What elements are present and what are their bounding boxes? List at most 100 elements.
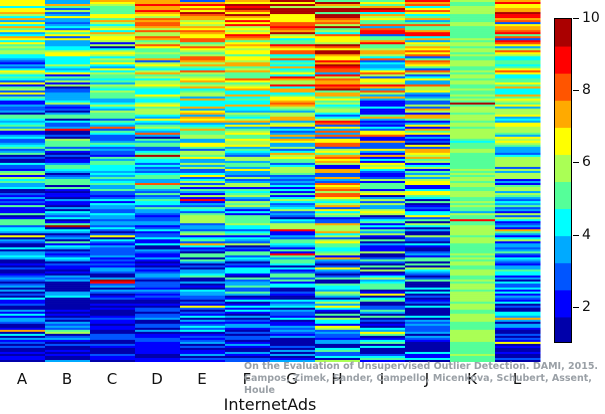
heatmap-cell: [360, 337, 406, 341]
heatmap-cell: [405, 235, 451, 238]
heatmap-cell: [225, 104, 271, 107]
heatmap-cell: [405, 201, 451, 204]
heatmap-cell: [360, 247, 406, 250]
heatmap-cell: [315, 229, 361, 232]
heatmap-cell: [45, 321, 91, 325]
heatmap-cell: [450, 349, 496, 353]
heatmap-cell: [360, 333, 406, 337]
heatmap-cell: [360, 170, 406, 174]
heatmap-cell: [405, 144, 451, 148]
heatmap-cell: [450, 126, 496, 130]
heatmap-cell: [450, 217, 496, 220]
heatmap-cell: [135, 84, 181, 87]
heatmap-cell: [450, 235, 496, 238]
heatmap-cell: [270, 233, 316, 236]
heatmap-cell: [0, 58, 46, 61]
heatmap-cell: [0, 66, 46, 69]
heatmap-cell: [135, 223, 181, 226]
heatmap-cell: [225, 195, 271, 198]
heatmap-cell: [0, 293, 46, 296]
heatmap-cell: [405, 263, 451, 266]
heatmap-cell: [450, 333, 496, 337]
heatmap-cell: [270, 351, 316, 355]
heatmap-cell: [90, 66, 136, 69]
heatmap-cell: [315, 10, 361, 13]
heatmap-cell: [450, 293, 496, 296]
heatmap-cell: [315, 90, 361, 93]
heatmap-cell: [45, 357, 91, 361]
heatmap-cell: [225, 343, 271, 347]
heatmap-cell: [270, 26, 316, 29]
heatmap-cell: [495, 343, 541, 347]
heatmap-cell: [405, 76, 451, 79]
heatmap-cell: [225, 301, 271, 304]
heatmap-cell: [405, 88, 451, 91]
heatmap-cell: [405, 329, 451, 333]
heatmap-cell: [180, 355, 226, 359]
heatmap-cell: [495, 279, 541, 282]
heatmap-cell: [495, 138, 541, 142]
heatmap-cell: [450, 104, 496, 107]
heatmap-cell: [225, 319, 271, 323]
heatmap-cell: [225, 203, 271, 206]
heatmap-cell: [450, 114, 496, 117]
heatmap-cell: [90, 18, 136, 21]
heatmap-cell: [315, 345, 361, 349]
heatmap-cell: [450, 213, 496, 216]
heatmap-cell: [315, 32, 361, 35]
heatmap-cell: [45, 233, 91, 236]
heatmap-cell: [45, 289, 91, 292]
heatmap-cell: [0, 357, 46, 361]
heatmap-cell: [315, 132, 361, 136]
heatmap-cell: [405, 102, 451, 105]
heatmap-cell: [225, 82, 271, 85]
heatmap-cell: [180, 203, 226, 206]
heatmap-cell: [270, 94, 316, 97]
heatmap-cell: [0, 136, 46, 140]
heatmap-cell: [270, 195, 316, 198]
heatmap-cell: [270, 76, 316, 79]
heatmap-cell: [450, 138, 496, 142]
heatmap-cell: [360, 130, 406, 134]
colorbar-segment: [555, 154, 571, 182]
heatmap-cell: [315, 20, 361, 23]
heatmap-cell: [360, 40, 406, 43]
heatmap-cell: [0, 217, 46, 220]
heatmap-cell: [45, 299, 91, 302]
heatmap-cell: [135, 152, 181, 156]
heatmap-cell: [360, 257, 406, 260]
heatmap-cell: [135, 102, 181, 105]
heatmap-cell: [270, 78, 316, 81]
heatmap-cell: [495, 239, 541, 242]
heatmap-cell: [180, 140, 226, 144]
heatmap-cell: [315, 317, 361, 321]
heatmap-cell: [135, 58, 181, 61]
heatmap-cell: [45, 227, 91, 230]
heatmap-cell: [90, 289, 136, 292]
heatmap-cell: [135, 305, 181, 308]
heatmap-cell: [135, 229, 181, 232]
heatmap-cell: [495, 18, 541, 21]
heatmap-cell: [225, 299, 271, 302]
heatmap-cell: [90, 205, 136, 208]
heatmap-cell: [405, 303, 451, 306]
heatmap-cell: [90, 2, 136, 5]
heatmap-cell: [315, 54, 361, 57]
heatmap-cell: [0, 325, 46, 329]
heatmap-cell: [360, 225, 406, 228]
heatmap-cell: [45, 4, 91, 7]
heatmap-cell: [0, 178, 46, 182]
heatmap-cell: [360, 22, 406, 25]
heatmap-cell: [225, 229, 271, 232]
heatmap-cell: [270, 64, 316, 67]
heatmap-cell: [225, 166, 271, 170]
heatmap-cell: [270, 158, 316, 162]
heatmap-cell: [315, 72, 361, 75]
heatmap-cell: [180, 6, 226, 9]
heatmap-cell: [225, 271, 271, 274]
heatmap-cell: [405, 331, 451, 335]
heatmap-cell: [315, 168, 361, 172]
heatmap-cell: [180, 205, 226, 208]
heatmap-cell: [90, 183, 136, 186]
heatmap-cell: [135, 80, 181, 83]
